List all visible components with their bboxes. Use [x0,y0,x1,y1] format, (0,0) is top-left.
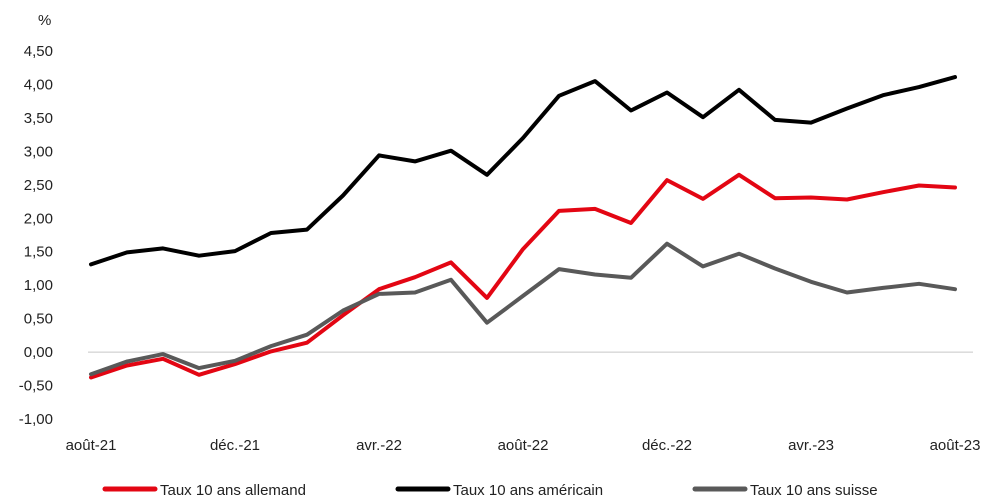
y-tick-label: 3,50 [24,110,53,127]
series-line-0 [89,172,957,380]
x-tick-label: avr.-23 [788,437,834,454]
y-tick-label: -0,50 [19,378,53,395]
series-line-1 [89,75,957,267]
y-tick-label: 1,50 [24,244,53,261]
y-tick-label: 4,50 [24,43,53,60]
legend-label-0: Taux 10 ans allemand [160,482,306,498]
legend: Taux 10 ans allemand Taux 10 ans américai… [102,482,878,498]
x-tick-label: août-21 [66,437,117,454]
y-axis-ticks: -1,00 -0,50 0,00 0,50 1,00 1,50 2,00 2,50 3,00 3,… [19,43,53,428]
x-tick-label: déc.-21 [210,437,260,454]
legend-label-2: Taux 10 ans suisse [750,482,878,498]
y-tick-label: -1,00 [19,411,53,428]
x-tick-label: août-23 [930,437,981,454]
y-tick-label: 0,50 [24,311,53,328]
x-tick-label: déc.-22 [642,437,692,454]
y-tick-label: 1,00 [24,277,53,294]
y-tick-label: 2,50 [24,177,53,194]
series-line-2 [89,241,957,377]
y-axis-unit-label: % [38,12,51,29]
y-tick-label: 2,00 [24,210,53,227]
legend-label-1: Taux 10 ans américain [453,482,603,498]
x-tick-label: août-22 [498,437,549,454]
x-axis-ticks: août-21 déc.-21 avr.-22 août-22 déc.-22 avr.-… [66,437,981,454]
y-tick-label: 0,00 [24,344,53,361]
series-lines [89,75,957,380]
y-tick-label: 4,00 [24,76,53,93]
x-tick-label: avr.-22 [356,437,402,454]
y-tick-label: 3,00 [24,143,53,160]
